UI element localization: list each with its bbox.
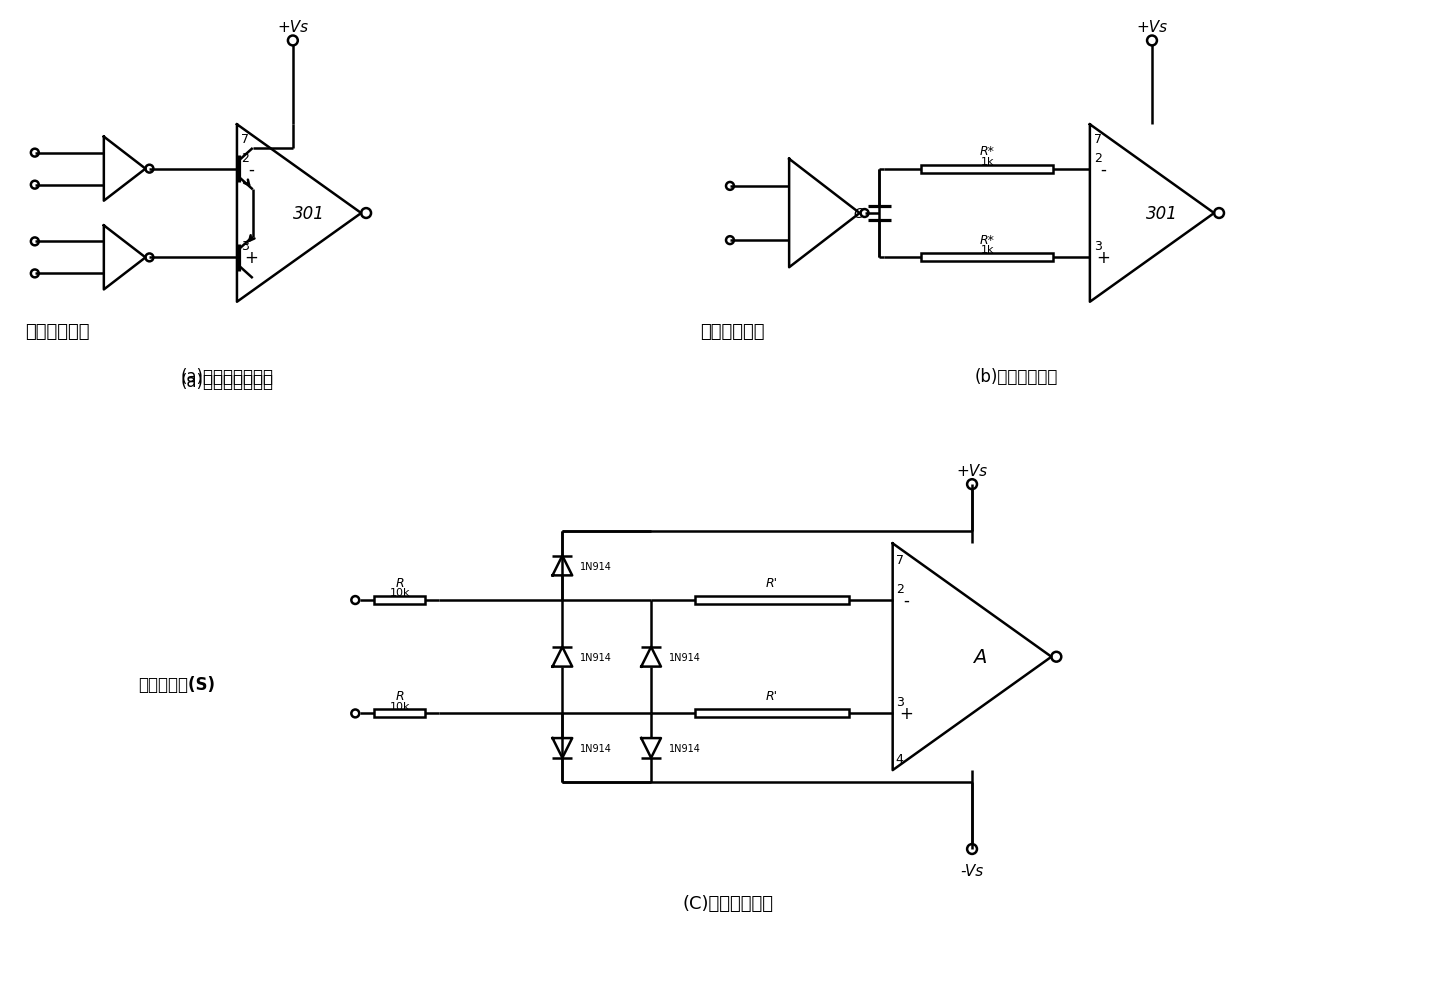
Bar	[374, 710, 425, 718]
Text: A: A	[973, 647, 987, 667]
Text: 10k: 10k	[389, 701, 411, 711]
Text: R*: R*	[980, 145, 994, 158]
Text: 2: 2	[240, 151, 249, 165]
Text: -: -	[1101, 160, 1107, 179]
Text: R: R	[396, 690, 403, 703]
Text: R: R	[396, 577, 403, 589]
Text: (a)运放失效示意图: (a)运放失效示意图	[181, 368, 274, 386]
Text: 7: 7	[240, 133, 249, 146]
Text: R': R'	[766, 577, 778, 589]
Text: +Vs: +Vs	[277, 20, 309, 35]
Text: R*: R*	[980, 234, 994, 247]
Bar	[922, 166, 1053, 173]
Bar	[374, 596, 425, 604]
Text: +: +	[900, 705, 913, 723]
Text: -: -	[248, 160, 253, 179]
Text: +: +	[243, 249, 258, 267]
Text: 301: 301	[1146, 205, 1178, 223]
Text: 1N914: 1N914	[579, 652, 612, 662]
Text: C: C	[853, 207, 863, 221]
Bar	[695, 710, 849, 718]
Text: 3: 3	[895, 696, 904, 709]
Text: 10k: 10k	[389, 587, 411, 597]
Text: 3: 3	[240, 241, 249, 253]
Text: 2: 2	[895, 582, 904, 595]
Text: 低阻抗信号源: 低阻抗信号源	[700, 323, 764, 341]
Text: 高压信号源(S): 高压信号源(S)	[138, 675, 215, 693]
Text: 1N914: 1N914	[668, 744, 700, 753]
Text: R': R'	[766, 690, 778, 703]
Text: 1N914: 1N914	[579, 744, 612, 753]
Text: 1N914: 1N914	[668, 652, 700, 662]
Text: (C)保护电路之二: (C)保护电路之二	[683, 895, 773, 912]
Text: 3: 3	[1093, 241, 1102, 253]
Bar	[695, 596, 849, 604]
Text: 1k: 1k	[980, 246, 994, 255]
Text: (a)运放失效示意图: (a)运放失效示意图	[181, 373, 274, 391]
Text: +: +	[1096, 249, 1111, 267]
Text: 7: 7	[895, 554, 904, 567]
Text: 4: 4	[895, 752, 904, 765]
Text: 7: 7	[1093, 133, 1102, 146]
Text: (b)保护电路之一: (b)保护电路之一	[974, 368, 1057, 386]
Text: 1N914: 1N914	[579, 561, 612, 571]
Text: 低阻抗信号源: 低阻抗信号源	[25, 323, 89, 341]
Text: -Vs: -Vs	[961, 863, 984, 878]
Text: 301: 301	[293, 205, 325, 223]
Bar	[922, 254, 1053, 262]
Text: 2: 2	[1093, 151, 1102, 165]
Text: 1k: 1k	[980, 157, 994, 167]
Text: -: -	[904, 591, 910, 609]
Text: +Vs: +Vs	[957, 463, 987, 478]
Text: +Vs: +Vs	[1137, 20, 1168, 35]
